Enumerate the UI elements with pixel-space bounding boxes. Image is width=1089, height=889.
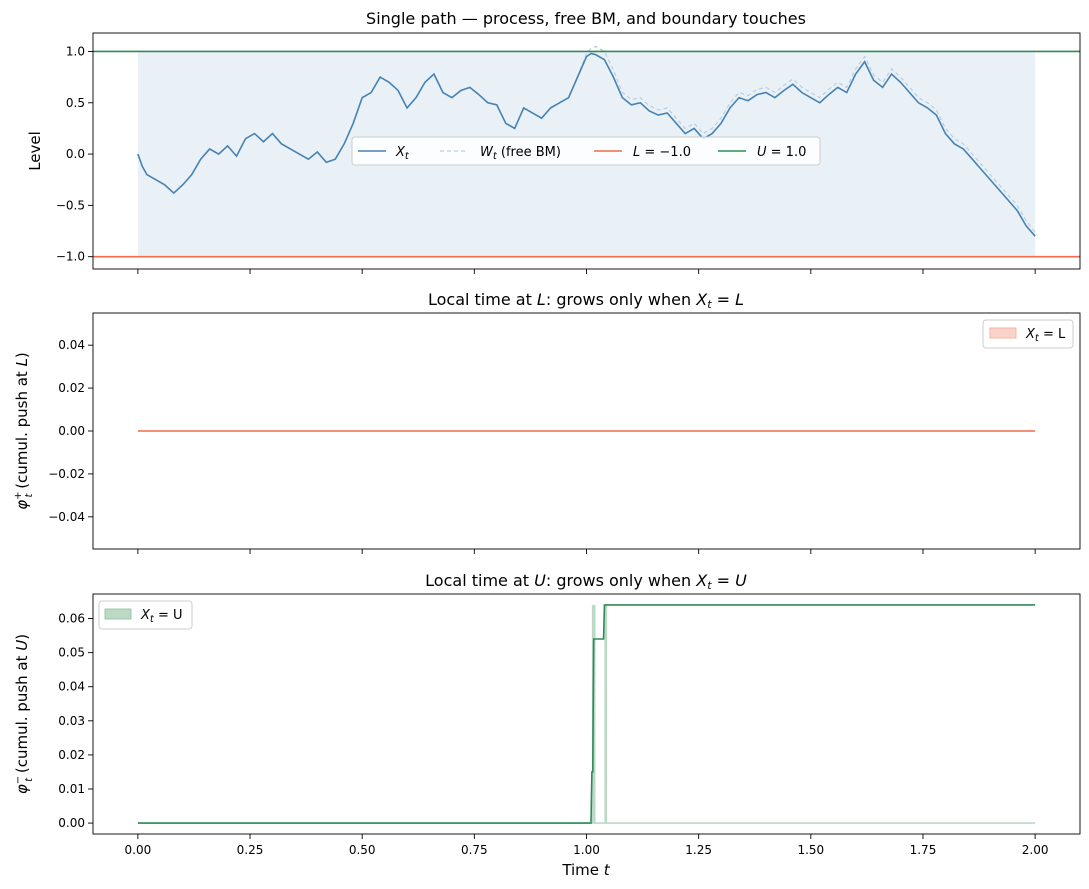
y-tick-label: 0.04	[58, 338, 85, 352]
panel-process-legend: Xt Wt (free BM) L = −1.0 U = 1.0	[351, 136, 821, 166]
legend-label-touch-upper: Xt = U	[140, 608, 183, 625]
panel-process-yticks: 1.0 0.5 0.0 −0.5 −1.0	[56, 44, 93, 264]
x-tick-label: 0.00	[125, 843, 152, 857]
legend-label-lower: L = −1.0	[633, 145, 691, 160]
panel-upper-legend: Xt = U	[98, 600, 193, 630]
legend-box	[351, 136, 821, 166]
panel-process-xticks	[137, 269, 1036, 274]
panel-local-time-lower: Local time at L: grows only when Xt = L …	[13, 290, 1081, 554]
x-tick-label: 1.75	[910, 843, 937, 857]
panel-upper-title: Local time at U: grows only when Xt = U	[425, 571, 747, 592]
panel-upper-xticks: 0.00 0.25 0.50 0.75 1.00 1.25 1.50 1.75 2.00	[125, 834, 1049, 857]
legend-swatch-touch-lower	[989, 327, 1017, 339]
y-tick-label: 0.02	[58, 748, 85, 762]
panel-lower-xticks	[137, 549, 1036, 554]
panel-lower-legend: Xt = L	[982, 319, 1074, 349]
panel-upper-ylabel: φ−t (cumul. push at U)	[13, 634, 35, 794]
y-tick-label: −1.0	[56, 250, 85, 264]
x-tick-label: 0.25	[237, 843, 264, 857]
panel-local-time-upper: Local time at U: grows only when Xt = U …	[13, 571, 1081, 879]
panel-process: Single path — process, free BM, and boun…	[26, 9, 1081, 274]
touch-interval	[604, 604, 608, 824]
x-tick-label: 1.50	[797, 843, 824, 857]
legend-label-process: Xt	[395, 145, 410, 162]
panel-process-title: Single path — process, free BM, and boun…	[366, 9, 806, 28]
legend-box	[98, 600, 193, 630]
legend-swatch-touch-upper	[104, 608, 132, 620]
touch-intervals	[591, 604, 608, 824]
y-tick-label: 0.06	[58, 612, 85, 626]
y-tick-label: 1.0	[66, 44, 85, 58]
y-tick-label: 0.05	[58, 646, 85, 660]
x-tick-label: 1.25	[685, 843, 712, 857]
y-tick-label: 0.00	[58, 424, 85, 438]
panel-lower-yticks: 0.04 0.02 0.00 −0.02 −0.04	[48, 338, 93, 524]
panel-lower-ylabel: φ+t (cumul. push at L)	[13, 352, 35, 510]
y-tick-label: 0.5	[66, 96, 85, 110]
legend-label-upper: U = 1.0	[757, 145, 806, 160]
y-tick-label: 0.0	[66, 147, 85, 161]
panel-upper-yticks: 0.06 0.05 0.04 0.03 0.02 0.01 0.00	[58, 612, 93, 830]
x-tick-label: 2.00	[1022, 843, 1049, 857]
legend-box	[982, 319, 1074, 349]
panel-upper-plot	[137, 604, 1036, 824]
y-tick-label: 0.00	[58, 816, 85, 830]
y-tick-label: 0.03	[58, 714, 85, 728]
panel-upper-xlabel: Time t	[561, 861, 610, 879]
process-line	[137, 52, 1036, 237]
y-tick-label: −0.04	[48, 510, 85, 524]
legend-label-touch-lower: Xt = L	[1025, 327, 1066, 344]
y-tick-label: 0.04	[58, 680, 85, 694]
panel-lower-title: Local time at L: grows only when Xt = L	[428, 290, 744, 311]
x-tick-label: 0.50	[349, 843, 376, 857]
y-tick-label: 0.01	[58, 782, 85, 796]
x-tick-label: 0.75	[461, 843, 488, 857]
y-tick-label: 0.02	[58, 381, 85, 395]
panel-upper-frame	[92, 593, 1081, 835]
y-tick-label: −0.02	[48, 467, 85, 481]
panel-process-ylabel: Level	[26, 131, 44, 171]
phi-minus-line	[137, 604, 1036, 824]
y-tick-label: −0.5	[56, 198, 85, 212]
x-tick-label: 1.00	[573, 843, 600, 857]
legend-label-free-bm: Wt (free BM)	[480, 145, 561, 162]
